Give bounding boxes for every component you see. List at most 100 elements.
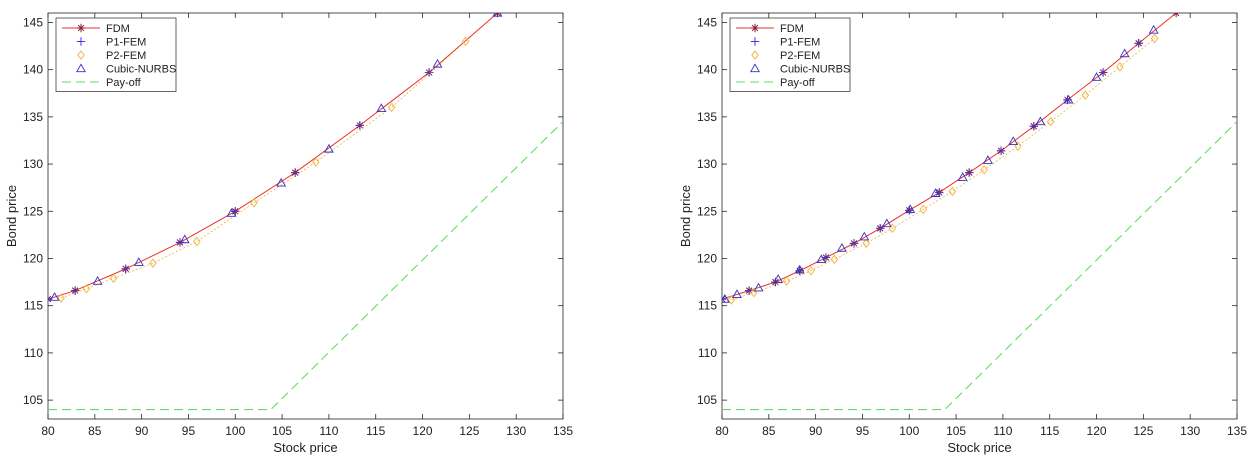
chart-2-x-tick-label: 85: [762, 424, 776, 438]
chart-2-series-cubic-nurbs-point-8: [881, 218, 892, 228]
chart-2-series-p1-fem-point-6: [876, 224, 885, 233]
chart-2-series-p2-fem-point-13: [1116, 62, 1124, 72]
chart-1-series-p2-fem-point-7: [387, 102, 396, 113]
chart-1-series-cubic-nurbs-point-0: [49, 292, 60, 301]
chart-1-series-p2-fem-point-2: [109, 273, 118, 284]
chart-2-x-tick-label: 105: [946, 424, 966, 438]
chart-1-legend-marker-fdm-0: [76, 23, 86, 33]
chart-1-group: 80 85 90 95 100 105 110 115 120 125 130 135 105 110 11…: [4, 12, 573, 455]
chart-2-y-axis-label: Bond price: [678, 185, 693, 247]
chart-1-series-p2-fem-point-4: [193, 236, 201, 247]
chart-1-series-cubic-nurbs-point-7: [376, 103, 387, 112]
chart-2-series-cubic-nurbs-point-3: [773, 274, 784, 283]
chart-2-series-p1-fem-point-14: [1134, 39, 1143, 48]
chart-1-legend-marker-p2-fem-0: [77, 50, 85, 60]
chart-1-x-tick-label: 100: [225, 424, 245, 438]
chart-1-series-p1-fem-point-7: [424, 68, 434, 77]
chart-2-legend-label-fdm: FDM: [780, 23, 804, 35]
chart-2-x-tick-label: 95: [856, 424, 870, 438]
chart-2-series-fdm-line: [722, 13, 1177, 300]
chart-1-y-tick-label: 130: [23, 157, 43, 171]
chart-2-y-tick-label: 135: [697, 110, 717, 124]
chart-2-legend-marker-p1-fem-0: [750, 37, 760, 46]
chart-2-y-tick-label: 105: [697, 393, 717, 407]
chart-1-series-p1-fem-point-2: [121, 264, 130, 274]
chart-2-x-tick-label: 130: [1180, 424, 1200, 438]
chart-2-y-tick-label: 120: [697, 251, 717, 265]
chart-1-series-p2-fem-point-8: [461, 36, 470, 47]
chart-2-series-p1-fem-point-0: [722, 294, 727, 304]
chart-1-x-tick-label: 135: [553, 424, 573, 438]
chart-1-series-p1-fem-point-1: [70, 286, 80, 295]
chart-2-x-tick-label: 80: [715, 424, 729, 438]
chart-2-series-pay-off-line: [722, 121, 1237, 411]
chart-1-x-tick-label: 105: [272, 424, 292, 438]
chart-2-series-p2-fem-point-0: [727, 295, 736, 305]
chart-2-series-cubic-nurbs-point-13: [1008, 136, 1019, 146]
chart-2-series-cubic-nurbs-point-0: [722, 293, 730, 303]
chart-2-series-p2-fem-point-4: [830, 254, 839, 265]
chart-2-series-fdm-point-15: [1171, 13, 1181, 18]
chart-1-series-cubic-nurbs-point-9: [492, 13, 503, 17]
chart-2-series-p2-fem-point-5: [862, 238, 870, 249]
chart-2-series-cubic-nurbs-point-15: [1063, 94, 1074, 104]
chart-2-series-cubic-nurbs-point-7: [859, 231, 870, 241]
chart-1-series-cubic-nurbs-point-5: [276, 177, 287, 187]
chart-2-series-p1-fem-point-4: [821, 253, 831, 262]
chart-2-group: 80 85 90 95 100 105 110 115 120 125 130 135 105 110 11…: [678, 12, 1247, 455]
chart-2-series-cubic-nurbs-point-16: [1091, 72, 1102, 81]
chart-1-y-axis-label: Bond price: [4, 185, 19, 247]
chart-1-x-tick-label: 110: [319, 424, 338, 438]
chart-2-series-p2-fem-line: [731, 38, 1155, 301]
chart-1-legend-label-fdm: FDM: [106, 23, 130, 35]
chart-2-series-cubic-nurbs-point-2: [753, 282, 764, 292]
chart-1-y-tick-label: 140: [23, 63, 43, 77]
chart-1-series-cubic-nurbs-point-3: [179, 234, 190, 244]
chart-2-legend-marker-fdm-0: [750, 23, 760, 33]
chart-1-y-tick-label: 105: [23, 393, 43, 407]
chart-1-legend-box: [55, 17, 177, 92]
chart-2-y-tick-label: 115: [698, 299, 717, 313]
chart-2-series-p1-fem-point-13: [1098, 68, 1108, 77]
chart-1-y-tick-label: 135: [23, 110, 43, 124]
chart-2-series-p2-fem-point-2: [782, 276, 791, 286]
chart-2-series-cubic-nurbs-point-17: [1119, 48, 1130, 58]
chart-2-series-p1-fem-point-11: [1029, 122, 1039, 131]
chart-2-x-tick-label: 110: [993, 424, 1012, 438]
chart-2-legend-marker-p2-fem-0: [751, 50, 759, 60]
chart-2-y-tick-label: 125: [697, 204, 717, 218]
chart-2-series-cubic-nurbs-point-14: [1035, 116, 1046, 126]
chart-1-x-tick-label: 125: [459, 424, 479, 438]
chart-1-series-cubic-nurbs-point-4: [226, 208, 237, 217]
chart-2-series-p1-fem-point-10: [996, 146, 1006, 156]
chart-1-series-p2-fem-point-3: [149, 258, 157, 268]
chart-1-legend-label-pay-off: Pay-off: [106, 77, 142, 89]
chart-1-series-cubic-nurbs-point-6: [323, 143, 334, 153]
chart-2-x-tick-label: 135: [1227, 424, 1247, 438]
chart-1-x-tick-label: 130: [506, 424, 526, 438]
chart-2-series-cubic-nurbs-point-6: [836, 242, 847, 252]
chart-2-series-p2-fem-point-12: [1081, 90, 1090, 100]
chart-2-series-cubic-nurbs-point-9: [905, 204, 916, 213]
chart-1-y-tick-label: 120: [23, 251, 43, 265]
chart-2-x-axis-label: Stock price: [947, 440, 1011, 455]
chart-1-series-p2-fem-line: [60, 41, 466, 299]
chart-1-series-p1-fem-point-6: [355, 121, 365, 130]
chart-2-series-p2-fem-point-11: [1046, 116, 1055, 127]
chart-2-legend-label-cubic-nurbs: Cubic-NURBS: [780, 64, 850, 76]
chart-1-x-tick-label: 80: [41, 424, 55, 438]
chart-2-x-tick-label: 115: [1040, 424, 1059, 438]
chart-1-series-p2-fem-point-1: [82, 283, 91, 294]
chart-2-x-tick-label: 90: [809, 424, 823, 438]
chart-2-legend-label-p2-fem: P2-FEM: [780, 50, 820, 62]
chart-1-series-cubic-nurbs-point-8: [432, 58, 443, 68]
chart-2-series-cubic-nurbs-point-18: [1148, 24, 1159, 34]
chart-1-legend-label-cubic-nurbs: Cubic-NURBS: [106, 64, 176, 76]
chart-1-x-tick-label: 90: [135, 424, 149, 438]
chart-2-series-p2-fem-point-3: [807, 266, 815, 276]
chart-2-series-p2-fem-point-9: [980, 165, 988, 175]
chart-2-y-tick-label: 145: [697, 15, 717, 29]
